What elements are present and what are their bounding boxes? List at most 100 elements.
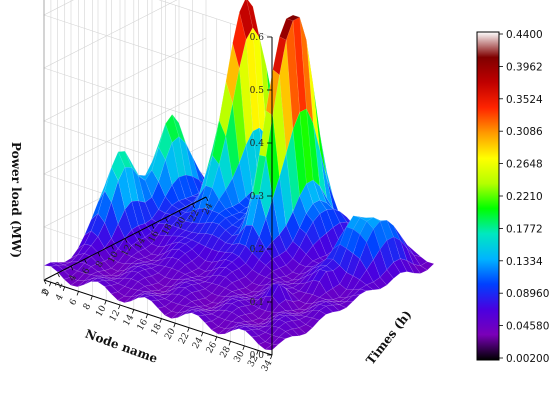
node-tick-mark xyxy=(90,295,93,301)
surface-cell xyxy=(292,195,307,229)
surface-cell xyxy=(366,259,381,283)
surface-cell xyxy=(312,258,327,269)
surface-cell xyxy=(231,268,246,281)
colorbar-tick-label: 0.00200 xyxy=(506,353,549,365)
surface-cell xyxy=(191,290,206,300)
node-axis-label: Node name xyxy=(83,327,160,366)
surface-cell xyxy=(144,295,159,302)
surface-cell xyxy=(285,272,300,281)
surface-cell xyxy=(326,299,340,303)
z-tick-label: 0.4 xyxy=(250,139,265,149)
colorbar-tick-label: 0.2648 xyxy=(506,159,543,171)
surface-cell xyxy=(373,220,387,250)
surface-cell xyxy=(346,229,361,254)
surface-cell xyxy=(171,248,186,260)
surface-cell xyxy=(312,179,327,204)
time-tick-mark xyxy=(165,217,168,222)
node-tick-mark xyxy=(104,300,107,305)
colorbar-tick-label: 0.1772 xyxy=(506,223,543,235)
surface-cell xyxy=(191,222,206,234)
surface-cell xyxy=(157,249,172,261)
surface-cell xyxy=(84,256,99,267)
node-tick-mark xyxy=(118,304,121,310)
surface-cell xyxy=(239,144,253,198)
node-tick-mark xyxy=(159,318,162,323)
surface-cell xyxy=(379,240,394,271)
node-tick-label: 24 xyxy=(191,336,206,351)
time-tick-label: 0 xyxy=(40,287,52,297)
surface-cell xyxy=(137,293,152,299)
node-axis-line xyxy=(43,279,273,356)
surface-cell xyxy=(138,237,152,249)
surface-cell xyxy=(164,301,179,312)
time-tick-label: 10 xyxy=(107,250,121,265)
surface-cell xyxy=(218,259,233,268)
surface-cell xyxy=(151,146,166,183)
time-tick-mark xyxy=(192,203,195,209)
node-tick-label: 10 xyxy=(94,304,109,319)
time-tick-label: 2 xyxy=(54,280,66,290)
surface-cell xyxy=(151,272,166,284)
surface-cell xyxy=(90,262,105,272)
surface-cell xyxy=(117,295,132,304)
surface-cell xyxy=(124,278,139,289)
node-tick-label: 20 xyxy=(163,326,178,341)
surface-cell xyxy=(279,225,293,251)
node-tick-label: 32 xyxy=(246,354,260,369)
time-tick-label: 16 xyxy=(147,229,161,244)
surface-cell xyxy=(172,114,186,144)
surface-cell xyxy=(313,123,327,199)
surface-cell xyxy=(279,153,294,226)
surface-cell xyxy=(191,279,206,284)
node-tick-mark xyxy=(76,291,79,296)
surface-cell xyxy=(251,326,266,330)
surface-cell xyxy=(198,297,213,307)
surface-cell xyxy=(325,288,340,300)
surface-cell xyxy=(157,256,173,267)
colorbar-tick-label: 0.2210 xyxy=(506,191,543,203)
node-tick-mark xyxy=(131,309,135,314)
colorbar-tick-label: 0.3086 xyxy=(506,126,543,138)
time-tick-label: 24 xyxy=(201,201,215,216)
surface-cell xyxy=(224,325,239,335)
surface-cell xyxy=(178,174,193,199)
surface-cell xyxy=(70,280,85,288)
surface-cell xyxy=(97,280,112,287)
surface-cell xyxy=(117,263,132,272)
grid-line xyxy=(158,0,273,38)
z-tick-label: 0.0 xyxy=(250,351,265,361)
surface-cell xyxy=(185,208,200,223)
node-tick-label: 4 xyxy=(54,293,66,303)
surface-cell xyxy=(238,294,253,298)
surface-cell xyxy=(131,200,146,226)
node-tick-mark xyxy=(49,282,52,287)
surface-cell xyxy=(211,251,226,263)
surface-cell xyxy=(57,264,72,272)
surface-cell xyxy=(204,283,220,294)
surface-cell xyxy=(131,240,146,252)
node-tick-mark xyxy=(62,286,66,291)
surface-cell xyxy=(110,277,126,284)
z-tick-label: 0.6 xyxy=(250,33,265,43)
surface-cell xyxy=(232,68,247,163)
surface-cell xyxy=(131,225,146,241)
surface-cell xyxy=(151,252,166,261)
surface-cell xyxy=(124,256,139,265)
surface-cell xyxy=(298,310,313,317)
surface-cell xyxy=(131,263,145,268)
surface-cell xyxy=(251,284,267,293)
surface-cell xyxy=(117,151,132,168)
surface-cell xyxy=(177,281,193,288)
surface-cell xyxy=(251,329,266,337)
z-tick-label: 0.5 xyxy=(250,86,265,96)
surface-cell xyxy=(144,243,159,255)
surface-cell xyxy=(319,258,334,267)
surface-cell xyxy=(204,293,219,304)
colorbar-tick-label: 0.3962 xyxy=(506,61,543,73)
time-tick-mark xyxy=(57,272,60,278)
surface-cell xyxy=(238,276,253,288)
surface-cell xyxy=(217,327,233,335)
time-tick-label: 12 xyxy=(120,243,134,258)
surface-cell xyxy=(246,0,260,39)
